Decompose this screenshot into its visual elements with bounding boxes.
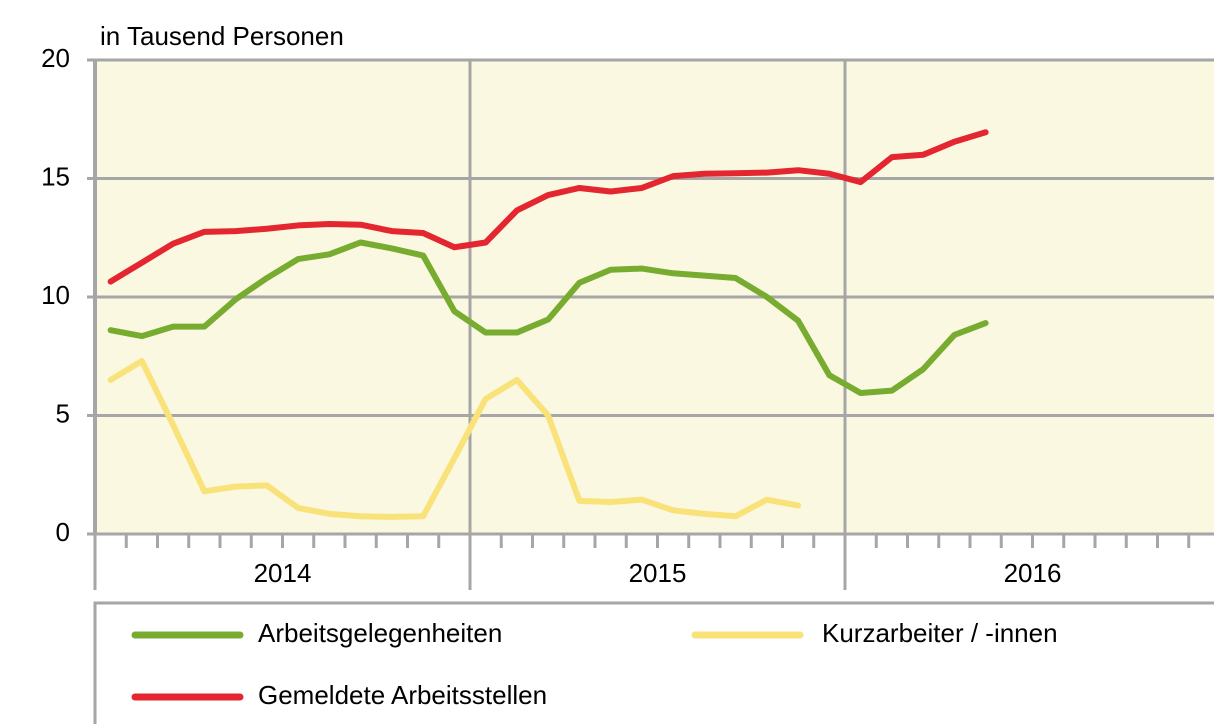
legend-label: Arbeitsgelegenheiten bbox=[258, 618, 502, 648]
x-group-label: 2015 bbox=[629, 558, 687, 588]
x-group-label: 2016 bbox=[1004, 558, 1062, 588]
legend-label: Gemeldete Arbeitsstellen bbox=[258, 680, 547, 710]
legend-box bbox=[93, 601, 1214, 724]
series-line bbox=[107, 357, 802, 520]
y-tick-label: 0 bbox=[56, 517, 70, 547]
series-line bbox=[107, 239, 989, 396]
y-tick-label: 15 bbox=[41, 161, 70, 191]
y-tick-label: 5 bbox=[56, 398, 70, 428]
y-tick-label: 20 bbox=[41, 43, 70, 73]
x-group-label: 2014 bbox=[254, 558, 312, 588]
y-tick-label: 10 bbox=[41, 280, 70, 310]
legend-label: Kurzarbeiter / -innen bbox=[822, 618, 1058, 648]
series-line bbox=[107, 129, 989, 285]
chart-subtitle: in Tausend Personen bbox=[100, 21, 344, 51]
